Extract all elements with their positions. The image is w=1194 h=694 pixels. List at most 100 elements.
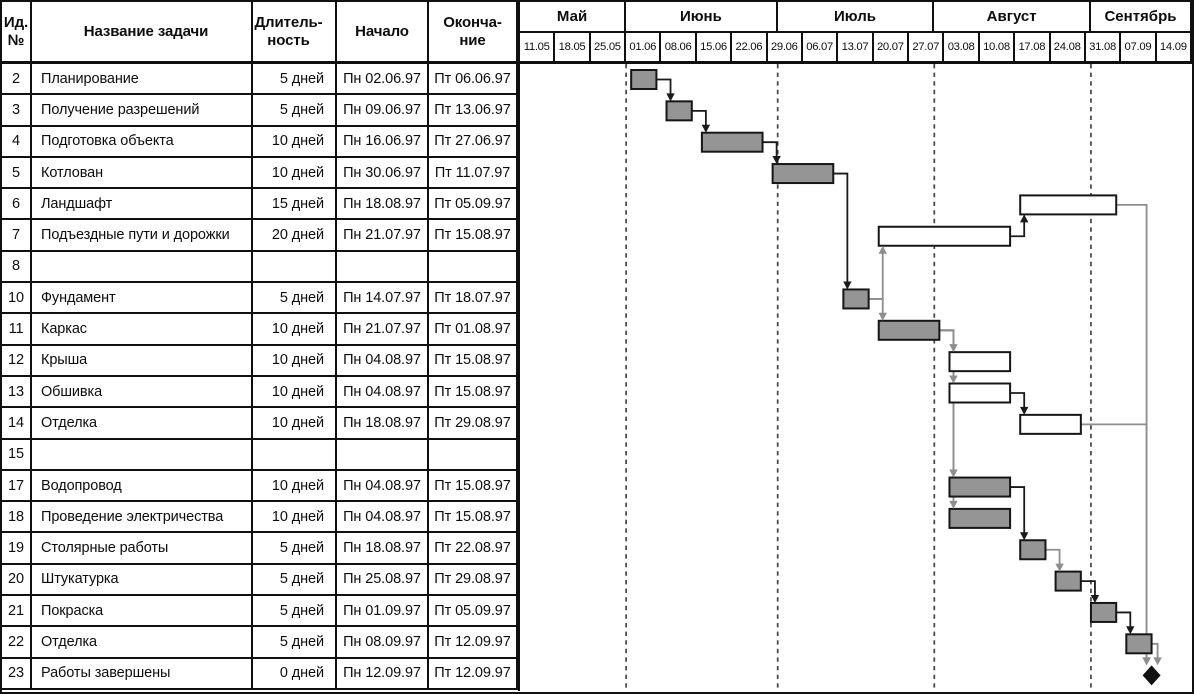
cell-task-row12: Крыша: [32, 345, 253, 377]
link-arrow-2-3: [666, 93, 675, 102]
link-21-22: [1116, 611, 1132, 628]
link-4-5: [762, 141, 778, 158]
cell-id-row19: 19: [2, 533, 32, 565]
cell-duration-row14: 10 дней: [253, 408, 337, 440]
link-5-10: [833, 172, 849, 283]
milestone-diamond-task-23[interactable]: [1142, 665, 1161, 686]
link-arrow-4-5: [772, 156, 781, 165]
gantt-bar-task-12[interactable]: [948, 351, 1012, 373]
cell-duration-row18: 10 дней: [253, 502, 337, 534]
cell-id-row2: 2: [2, 64, 32, 96]
cell-finish-row5: Пт 11.07.97: [429, 157, 518, 190]
cell-finish-row4: Пт 27.06.97: [429, 126, 518, 158]
link-arrow-11-13: [949, 375, 958, 384]
link-6-23: [1116, 203, 1148, 659]
link-arrow-7-6: [1020, 214, 1029, 223]
col-header-finish: Оконча- ние: [429, 2, 518, 64]
cell-finish-row2: Пт 06.06.97: [429, 64, 518, 96]
cell-duration-row13: 10 дней: [253, 376, 337, 409]
cell-duration-row22: 5 дней: [253, 627, 337, 659]
cell-finish-row21: Пт 05.09.97: [429, 596, 518, 628]
cell-finish-row8: [429, 251, 518, 284]
cell-duration-row7: 20 дней: [253, 220, 337, 252]
cell-duration-row3: 5 дней: [253, 95, 337, 127]
gantt-bar-task-3[interactable]: [665, 100, 693, 122]
week-cell-29.06: 29.06: [767, 33, 803, 64]
week-cell-07.09: 07.09: [1121, 33, 1157, 64]
cell-start-row7: Пн 21.07.97: [337, 220, 429, 252]
cell-task-row6: Ландшафт: [32, 189, 253, 221]
week-cell-11.05: 11.05: [520, 33, 556, 64]
cell-id-row12: 12: [2, 345, 32, 377]
cell-start-row10: Пн 14.07.97: [337, 283, 429, 315]
col-header-id: Ид. №: [2, 2, 32, 64]
gantt-bar-task-22[interactable]: [1125, 633, 1153, 655]
cell-finish-row7: Пт 15.08.97: [429, 220, 518, 252]
cell-start-row2: Пн 02.06.97: [337, 64, 429, 96]
link-2-3: [656, 78, 672, 95]
month-cell-3: Июль: [777, 2, 935, 33]
week-cell-01.06: 01.06: [626, 33, 662, 64]
cell-finish-row10: Пт 18.07.97: [429, 283, 518, 315]
cell-id-row13: 13: [2, 376, 32, 409]
cell-id-row7: 7: [2, 220, 32, 252]
gantt-bar-task-14[interactable]: [1019, 413, 1082, 435]
cell-finish-row23: Пт 12.09.97: [429, 658, 518, 690]
cell-task-row17: Водопровод: [32, 470, 253, 503]
gantt-bar-task-4[interactable]: [700, 131, 764, 153]
link-arrow-22-23: [1153, 657, 1162, 666]
week-cell-27.07: 27.07: [909, 33, 945, 64]
cell-task-row19: Столярные работы: [32, 533, 253, 565]
week-cell-06.07: 06.07: [802, 33, 839, 64]
cell-id-row11: 11: [2, 314, 32, 346]
week-cell-22.06: 22.06: [732, 33, 768, 64]
cell-task-row14: Отделка: [32, 408, 253, 440]
cell-task-row4: Подготовка объекта: [32, 126, 253, 158]
week-cell-14.09: 14.09: [1156, 33, 1192, 64]
cell-duration-row6: 15 дней: [253, 189, 337, 221]
gantt-bar-task-10[interactable]: [842, 288, 870, 310]
gantt-bar-task-5[interactable]: [771, 163, 835, 185]
cell-duration-row12: 10 дней: [253, 345, 337, 377]
cell-task-row8: [32, 251, 253, 284]
link-7-6: [1010, 221, 1026, 238]
link-arrow-11-18: [949, 500, 958, 509]
cell-start-row14: Пн 18.08.97: [337, 408, 429, 440]
cell-finish-row12: Пт 15.08.97: [429, 345, 518, 377]
gantt-bar-task-2[interactable]: [630, 69, 658, 90]
link-arrow-3-4: [701, 124, 711, 133]
cell-start-row12: Пн 04.08.97: [337, 345, 429, 377]
gantt-bar-task-18[interactable]: [948, 507, 1012, 529]
cell-start-row8: [337, 251, 429, 284]
cell-duration-row21: 5 дней: [253, 596, 337, 628]
cell-id-row5: 5: [2, 157, 32, 190]
month-cell-5: Сентябрь: [1090, 2, 1192, 33]
cell-start-row13: Пн 04.08.97: [337, 376, 429, 409]
cell-start-row5: Пн 30.06.97: [337, 157, 429, 190]
week-cell-24.08: 24.08: [1050, 33, 1086, 64]
cell-duration-row10: 5 дней: [253, 283, 337, 315]
gantt-bar-task-19[interactable]: [1019, 539, 1047, 561]
gantt-bar-task-21[interactable]: [1089, 601, 1118, 623]
gantt-chart-body: [520, 64, 1192, 691]
gantt-bar-task-7[interactable]: [877, 225, 1012, 247]
cell-id-row14: 14: [2, 408, 32, 440]
cell-task-row23: Работы завершены: [32, 658, 253, 690]
gantt-bar-task-6[interactable]: [1019, 194, 1118, 216]
cell-finish-row17: Пт 15.08.97: [429, 470, 518, 503]
gantt-bar-task-11[interactable]: [877, 319, 941, 341]
cell-id-row22: 22: [2, 627, 32, 659]
cell-start-row6: Пн 18.08.97: [337, 189, 429, 221]
gantt-bar-task-17[interactable]: [948, 476, 1012, 498]
cell-duration-row15: [253, 439, 337, 471]
cell-task-row5: Котлован: [32, 157, 253, 190]
cell-duration-row5: 10 дней: [253, 157, 337, 190]
col-header-start: Начало: [337, 2, 429, 64]
cell-duration-row17: 10 дней: [253, 470, 337, 503]
gantt-bar-task-13[interactable]: [948, 382, 1012, 404]
week-cell-17.08: 17.08: [1015, 33, 1051, 64]
week-cell-15.06: 15.06: [696, 33, 733, 64]
cell-start-row11: Пн 21.07.97: [337, 314, 429, 346]
gantt-bar-task-20[interactable]: [1054, 570, 1082, 592]
cell-finish-row3: Пт 13.06.97: [429, 95, 518, 127]
